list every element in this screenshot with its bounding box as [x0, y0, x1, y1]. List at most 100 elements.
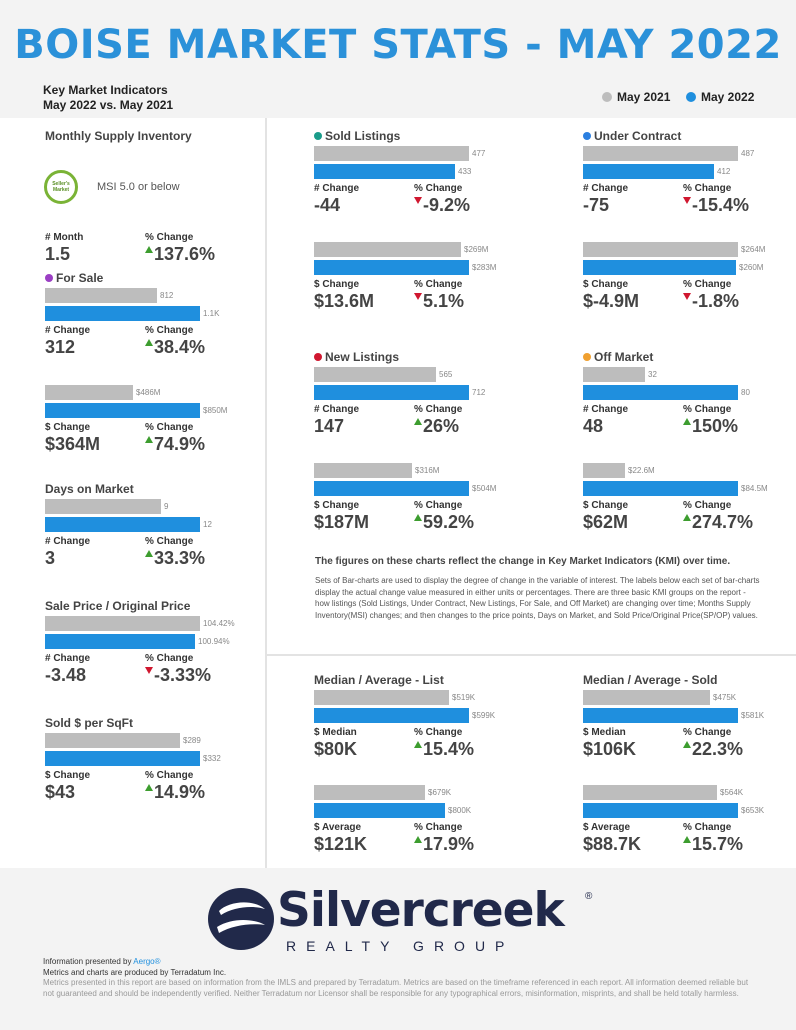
sold-listings-count-pct: -9.2% — [414, 195, 514, 215]
new-listings-volume-pct-value: 59.2% — [423, 512, 475, 532]
new-listings-count-bar-prev — [314, 367, 436, 382]
under-contract-volume-bar-curr-label: $260M — [739, 263, 764, 272]
days-on-market-pct-value: 33.3% — [154, 548, 206, 568]
for-sale-count-pct-label: % Change — [145, 325, 194, 336]
presenter-link[interactable]: Aergo® — [133, 957, 161, 966]
footer-text: Information presented by Aergo® Metrics … — [43, 957, 758, 999]
sold-per-sqft-bar-curr-label: $332 — [203, 754, 221, 763]
down-arrow-icon — [414, 293, 422, 300]
sold-listings-count-title: Sold Listings — [314, 129, 514, 143]
list-average-bar-prev — [314, 785, 425, 800]
badge-line-2: Market — [52, 187, 70, 193]
sold-per-sqft-bar-prev — [45, 733, 180, 748]
list-median-bar-prev — [314, 690, 449, 705]
off-market-volume-pct-value: 274.7% — [692, 512, 754, 532]
sold-average-pct-label: % Change — [683, 822, 732, 833]
for-sale-count-title: For Sale — [45, 271, 245, 285]
new-listings-count-pct-value: 26% — [423, 416, 460, 436]
under-contract-volume-change-label: $ Change — [583, 279, 629, 290]
under-contract-count-dot-icon — [583, 132, 591, 140]
new-listings-count-dot-icon — [314, 353, 322, 361]
sold-per-sqft-change-label: $ Change — [45, 770, 91, 781]
for-sale-volume-pct-label: % Change — [145, 422, 194, 433]
sold-listings-count-bar-row-curr: 433 — [314, 164, 514, 179]
list-median-title-text: Median / Average - List — [314, 673, 444, 687]
under-contract-volume-change-value: $-4.9M — [583, 291, 640, 311]
off-market-volume-bar-row-curr: $84.5M — [583, 481, 783, 496]
sold-per-sqft-bar-prev-label: $289 — [183, 736, 201, 745]
new-listings-volume-bar-curr-label: $504M — [472, 484, 497, 493]
kmi-subtitle: Key Market Indicators May 2022 vs. May 2… — [43, 83, 173, 113]
list-median-pct-label: % Change — [414, 727, 463, 738]
off-market-count-bar-curr-label: 80 — [741, 388, 750, 397]
sale-price-original-bar-prev — [45, 616, 200, 631]
sold-per-sqft-bar-curr — [45, 751, 200, 766]
sold-listings-volume-bar-curr-label: $283M — [472, 263, 497, 272]
for-sale-count-bar-prev-label: 812 — [160, 291, 174, 300]
sold-per-sqft-title-text: Sold $ per SqFt — [45, 716, 134, 730]
list-average-change-label: $ Average — [314, 822, 362, 833]
off-market-count-change-value: 48 — [583, 416, 604, 436]
for-sale-volume-bar-prev-label: $486M — [136, 388, 161, 397]
sold-listings-count-block: Sold Listings 477 433 # Change -44 % Change -9… — [314, 129, 514, 215]
up-arrow-icon — [145, 436, 153, 443]
under-contract-volume-bar-prev-label: $264M — [741, 245, 766, 254]
off-market-count-title: Off Market — [583, 350, 783, 364]
sale-price-original-pct: -3.33% — [145, 665, 245, 685]
up-arrow-icon — [145, 550, 153, 557]
off-market-count-bar-row-prev: 32 — [583, 367, 783, 382]
for-sale-count-pct-value: 38.4% — [154, 337, 206, 357]
new-listings-volume-bar-row-prev: $316M — [314, 463, 514, 478]
list-median-change-label: $ Median — [314, 727, 357, 738]
sold-average-change-value: $88.7K — [583, 834, 642, 854]
up-arrow-icon — [683, 418, 691, 425]
under-contract-volume-bar-row-prev: $264M — [583, 242, 783, 257]
up-arrow-icon — [414, 741, 422, 748]
list-median-pct: 15.4% — [414, 739, 514, 759]
msi-pct-label: % Change — [145, 232, 194, 243]
under-contract-count-bar-curr — [583, 164, 714, 179]
sold-median-change-label: $ Median — [583, 727, 626, 738]
for-sale-volume-bar-row-prev: $486M — [45, 385, 245, 400]
sold-median-pct-label: % Change — [683, 727, 732, 738]
off-market-count-pct-label: % Change — [683, 404, 732, 415]
msi-title: Monthly Supply Inventory — [45, 129, 192, 143]
new-listings-count-title: New Listings — [314, 350, 514, 364]
list-median-bar-curr — [314, 708, 469, 723]
new-listings-count-pct-label: % Change — [414, 404, 463, 415]
silvercreek-logo-icon — [208, 888, 274, 950]
days-on-market-bar-curr — [45, 517, 200, 532]
for-sale-volume-change-value: $364M — [45, 434, 101, 454]
logo-subtitle: REALTY GROUP — [286, 938, 515, 954]
under-contract-count-bar-row-curr: 412 — [583, 164, 783, 179]
under-contract-volume-bar-curr — [583, 260, 736, 275]
days-on-market-pct: 33.3% — [145, 548, 245, 568]
sold-median-change-value: $106K — [583, 739, 637, 759]
under-contract-count-bar-row-prev: 487 — [583, 146, 783, 161]
for-sale-volume-bar-curr — [45, 403, 200, 418]
sold-listings-volume-change-value: $13.6M — [314, 291, 375, 311]
msi-threshold-text: MSI 5.0 or below — [97, 181, 180, 193]
sold-average-block: $564K $653K $ Average $88.7K % Change 15.7% — [583, 782, 783, 854]
new-listings-count-bar-curr — [314, 385, 469, 400]
sold-average-pct: 15.7% — [683, 834, 783, 854]
sold-listings-volume-pct: 5.1% — [414, 291, 514, 311]
off-market-volume-pct: 274.7% — [683, 512, 783, 532]
sale-price-original-pct-value: -3.33% — [154, 665, 212, 685]
under-contract-count-pct-value: -15.4% — [692, 195, 750, 215]
off-market-count-title-text: Off Market — [594, 350, 654, 364]
under-contract-count-change-label: # Change — [583, 183, 629, 194]
new-listings-count-title-text: New Listings — [325, 350, 400, 364]
disclaimer-text: Metrics presented in this report are bas… — [43, 978, 749, 998]
sold-median-title: Median / Average - Sold — [583, 673, 783, 687]
list-median-title: Median / Average - List — [314, 673, 514, 687]
down-arrow-icon — [683, 293, 691, 300]
for-sale-volume-pct-value: 74.9% — [154, 434, 206, 454]
for-sale-volume-bar-row-curr: $850M — [45, 403, 245, 418]
new-listings-volume-change-label: $ Change — [314, 500, 360, 511]
sold-listings-volume-bar-row-prev: $269M — [314, 242, 514, 257]
new-listings-volume-bar-curr — [314, 481, 469, 496]
up-arrow-icon — [145, 246, 153, 253]
sold-average-bar-row-curr: $653K — [583, 803, 783, 818]
sold-per-sqft-bar-row-prev: $289 — [45, 733, 245, 748]
